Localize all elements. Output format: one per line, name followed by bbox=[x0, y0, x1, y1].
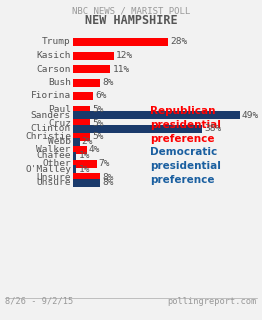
Bar bbox=[73, 179, 100, 187]
Text: 5%: 5% bbox=[92, 118, 103, 127]
Text: Clinton: Clinton bbox=[31, 124, 71, 133]
Text: Chafee: Chafee bbox=[36, 151, 71, 160]
Text: 8/26 - 9/2/15: 8/26 - 9/2/15 bbox=[5, 297, 73, 306]
Text: 1%: 1% bbox=[78, 151, 90, 160]
Text: 8%: 8% bbox=[102, 78, 114, 87]
Bar bbox=[73, 132, 90, 140]
Text: Kasich: Kasich bbox=[36, 51, 71, 60]
Bar bbox=[73, 173, 100, 181]
Bar bbox=[73, 165, 77, 173]
Text: O'Malley: O'Malley bbox=[25, 164, 71, 173]
Text: Christie: Christie bbox=[25, 132, 71, 141]
Text: 28%: 28% bbox=[170, 37, 187, 46]
Bar bbox=[73, 124, 202, 132]
Text: 5%: 5% bbox=[92, 105, 103, 114]
Text: Unsure: Unsure bbox=[36, 172, 71, 181]
Text: Republican
presidential
preference: Republican presidential preference bbox=[150, 106, 221, 144]
Bar bbox=[73, 78, 100, 86]
Bar bbox=[73, 138, 80, 146]
Text: NBC NEWS / MARIST POLL: NBC NEWS / MARIST POLL bbox=[72, 6, 190, 15]
Text: 12%: 12% bbox=[116, 51, 133, 60]
Text: pollingreport.com: pollingreport.com bbox=[168, 297, 257, 306]
Bar bbox=[73, 52, 114, 60]
Bar bbox=[73, 119, 90, 127]
Text: 4%: 4% bbox=[89, 146, 100, 155]
Bar bbox=[73, 65, 110, 73]
Text: 6%: 6% bbox=[95, 92, 107, 100]
Bar bbox=[73, 38, 168, 46]
Text: Bush: Bush bbox=[48, 78, 71, 87]
Text: 7%: 7% bbox=[99, 159, 110, 168]
Bar bbox=[73, 92, 93, 100]
Text: NEW HAMPSHIRE: NEW HAMPSHIRE bbox=[85, 14, 177, 27]
Text: Walker: Walker bbox=[36, 146, 71, 155]
Text: 1%: 1% bbox=[78, 164, 90, 173]
Text: Sanders: Sanders bbox=[31, 110, 71, 119]
Text: Webb: Webb bbox=[48, 138, 71, 147]
Text: 8%: 8% bbox=[102, 178, 114, 187]
Bar bbox=[73, 111, 240, 119]
Text: Democratic
presidential
preference: Democratic presidential preference bbox=[150, 147, 221, 185]
Text: 38%: 38% bbox=[204, 124, 221, 133]
Text: 8%: 8% bbox=[102, 172, 114, 181]
Text: Paul: Paul bbox=[48, 105, 71, 114]
Bar bbox=[73, 151, 77, 159]
Text: Cruz: Cruz bbox=[48, 118, 71, 127]
Bar bbox=[73, 106, 90, 114]
Text: 5%: 5% bbox=[92, 132, 103, 141]
Text: 2%: 2% bbox=[82, 138, 93, 147]
Text: Fiorina: Fiorina bbox=[31, 92, 71, 100]
Text: 11%: 11% bbox=[112, 65, 130, 74]
Bar bbox=[73, 159, 97, 167]
Text: Trump: Trump bbox=[42, 37, 71, 46]
Bar bbox=[73, 146, 87, 154]
Text: Other: Other bbox=[42, 159, 71, 168]
Text: Carson: Carson bbox=[36, 65, 71, 74]
Text: Unsure: Unsure bbox=[36, 178, 71, 187]
Text: 49%: 49% bbox=[242, 110, 259, 119]
